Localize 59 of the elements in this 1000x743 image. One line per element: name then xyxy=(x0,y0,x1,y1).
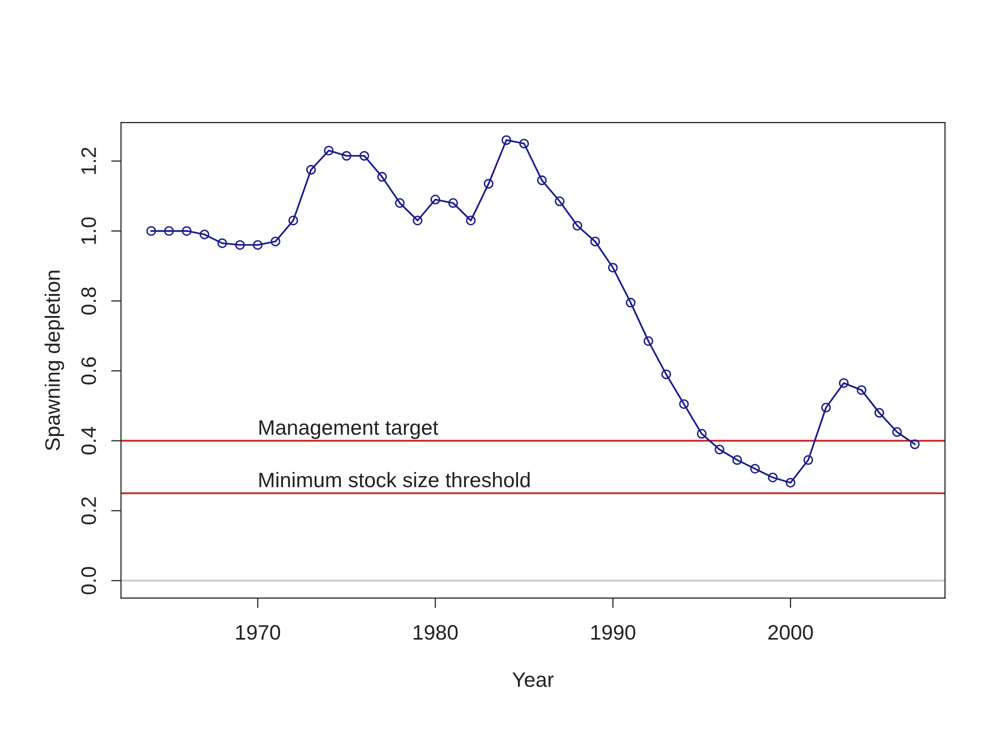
point xyxy=(696,428,707,439)
x-axis-title: Year xyxy=(512,672,554,688)
point xyxy=(412,216,422,226)
x-tick-label: 1990 xyxy=(591,625,636,640)
point xyxy=(910,439,920,450)
point xyxy=(732,455,742,465)
point xyxy=(430,194,440,204)
x-tick-label: 1980 xyxy=(414,625,458,640)
point xyxy=(146,226,156,236)
point xyxy=(554,196,564,206)
point xyxy=(803,455,814,465)
point xyxy=(590,236,600,246)
point xyxy=(306,164,316,175)
point xyxy=(394,198,405,208)
point xyxy=(821,402,831,412)
y-tick-label: 0.6 xyxy=(81,357,96,385)
point xyxy=(502,135,512,145)
x-tick-label: 2000 xyxy=(768,625,813,640)
point xyxy=(572,220,582,231)
point xyxy=(377,172,387,182)
point xyxy=(270,236,280,246)
point xyxy=(714,444,724,454)
y-tick-label: 1.2 xyxy=(81,148,96,174)
point xyxy=(768,472,778,482)
point xyxy=(200,230,210,240)
point xyxy=(359,150,370,161)
point xyxy=(608,262,618,273)
point xyxy=(252,240,263,250)
point xyxy=(235,240,245,250)
point xyxy=(448,198,458,208)
y-tick-label: 0.8 xyxy=(81,287,96,315)
point xyxy=(838,378,849,388)
point xyxy=(786,478,796,488)
point xyxy=(342,150,352,161)
point xyxy=(892,427,902,437)
point xyxy=(466,216,476,226)
point xyxy=(537,175,547,186)
x-tick-label: 1970 xyxy=(236,625,280,640)
point xyxy=(164,226,174,236)
point xyxy=(661,369,672,380)
ref-line-label: Minimum stock size threshold xyxy=(259,472,530,488)
point xyxy=(626,298,636,308)
point xyxy=(519,138,529,148)
point xyxy=(182,226,192,236)
ref-line-label: Management target xyxy=(259,420,438,440)
point xyxy=(217,238,228,248)
point xyxy=(750,464,760,474)
point xyxy=(484,178,494,189)
point xyxy=(874,408,884,418)
point xyxy=(288,216,298,226)
point xyxy=(856,385,866,395)
point xyxy=(324,146,334,156)
point xyxy=(679,399,689,409)
y-axis-title: Spawning depletion xyxy=(44,270,64,450)
y-tick-label: 1.0 xyxy=(81,217,96,244)
y-tick-label: 0.0 xyxy=(81,566,96,594)
y-tick-label: 0.2 xyxy=(81,497,96,524)
point xyxy=(644,336,654,346)
y-tick-label: 0.4 xyxy=(81,426,96,454)
